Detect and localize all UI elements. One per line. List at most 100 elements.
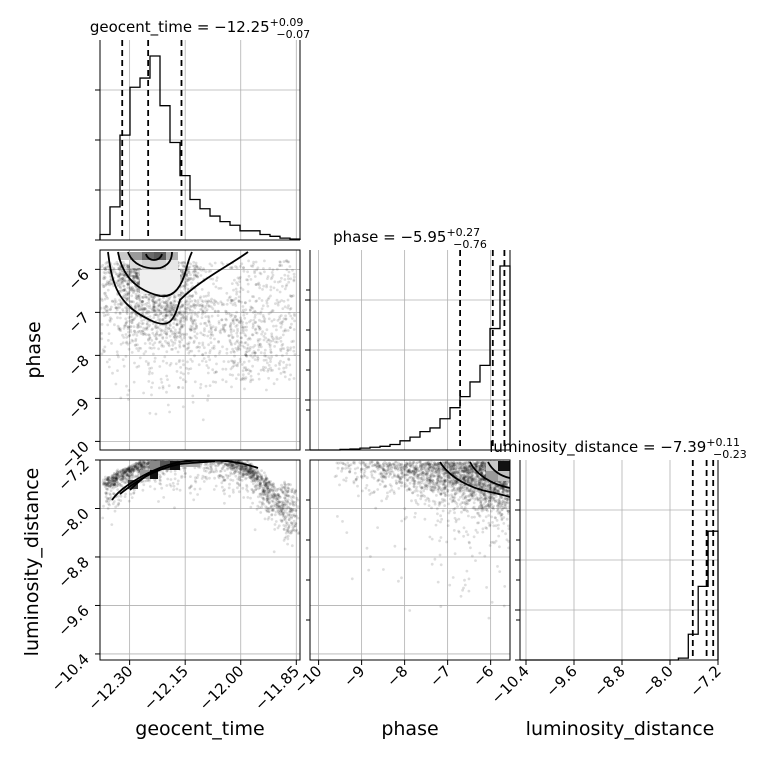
sample-point — [172, 299, 176, 303]
sample-point — [262, 369, 266, 372]
sample-point — [255, 484, 259, 488]
sample-point — [278, 363, 282, 367]
sample-point — [283, 517, 287, 520]
sample-point — [107, 502, 110, 506]
sample-point — [168, 334, 172, 338]
sample-point — [207, 300, 210, 304]
sample-point — [244, 468, 248, 471]
sample-point — [127, 476, 131, 480]
sample-point — [212, 301, 216, 305]
sample-point — [255, 299, 259, 303]
sample-point — [274, 520, 278, 523]
sample-point — [252, 490, 256, 494]
sample-point — [202, 467, 206, 470]
sample-point — [159, 329, 163, 333]
sample-point — [204, 360, 208, 363]
sample-point — [178, 341, 182, 344]
sample-point — [228, 324, 232, 328]
sample-point — [139, 325, 143, 329]
sample-point — [290, 322, 293, 326]
sample-point — [269, 487, 273, 490]
sample-point — [244, 376, 248, 379]
sample-point — [256, 355, 259, 359]
sample-point — [182, 316, 186, 319]
sample-point — [231, 468, 235, 471]
sample-point — [241, 475, 244, 478]
sample-point — [182, 265, 186, 269]
sample-point — [204, 351, 208, 355]
sample-point — [260, 299, 264, 302]
sample-point — [141, 307, 144, 311]
sample-point — [234, 297, 238, 300]
sample-point — [260, 477, 264, 481]
sample-point — [142, 295, 145, 299]
sample-point — [209, 341, 213, 344]
sample-point — [191, 285, 195, 288]
sample-point — [151, 299, 155, 303]
sample-point — [136, 276, 140, 280]
sample-point — [275, 335, 278, 339]
sample-point — [134, 305, 138, 308]
sample-point — [186, 346, 190, 350]
sample-point — [233, 278, 236, 282]
sample-point — [172, 322, 176, 325]
sample-point — [490, 509, 493, 513]
sample-point — [122, 260, 125, 264]
sample-point — [110, 476, 114, 480]
sample-point — [220, 481, 224, 485]
sample-point — [279, 488, 283, 492]
sample-point — [168, 297, 171, 300]
sample-point — [205, 466, 209, 470]
sample-point — [212, 347, 216, 350]
sample-point — [192, 260, 196, 264]
sample-point — [277, 524, 281, 528]
sample-point — [282, 317, 286, 321]
sample-point — [134, 272, 138, 275]
sample-point — [131, 286, 134, 290]
sample-point — [258, 500, 262, 504]
sample-point — [163, 300, 167, 304]
sample-point — [119, 396, 123, 400]
sample-point — [175, 323, 179, 327]
sample-point — [230, 333, 233, 337]
sample-point — [182, 333, 186, 337]
sample-point — [124, 323, 127, 327]
sample-point — [122, 364, 126, 368]
sample-point — [164, 325, 168, 329]
sample-point — [133, 475, 137, 479]
sample-point — [237, 473, 241, 476]
sample-point — [168, 305, 172, 309]
sample-point — [291, 317, 294, 320]
sample-point — [178, 345, 182, 349]
sample-point — [201, 353, 204, 356]
sample-point — [124, 492, 127, 496]
sample-point — [199, 266, 203, 269]
sample-point — [283, 487, 287, 491]
sample-point — [187, 266, 191, 270]
sample-point — [144, 295, 148, 299]
sample-point — [382, 568, 385, 571]
sample-point — [257, 343, 261, 347]
sample-point — [106, 482, 110, 486]
sample-point — [185, 278, 189, 282]
sample-point — [284, 520, 288, 524]
sample-point — [125, 263, 129, 267]
sample-point — [180, 325, 184, 329]
sample-point — [136, 465, 140, 469]
sample-point — [274, 340, 277, 344]
sample-point — [106, 507, 110, 510]
sample-point — [171, 302, 175, 306]
contour — [117, 251, 193, 297]
sample-point — [163, 329, 167, 333]
sample-point — [290, 529, 294, 532]
sample-point — [134, 268, 138, 271]
sample-point — [182, 323, 186, 327]
sample-point — [231, 365, 234, 369]
sample-point — [174, 362, 178, 366]
sample-point — [219, 286, 223, 290]
sample-point — [235, 266, 239, 270]
sample-point — [177, 294, 181, 298]
sample-point — [150, 307, 154, 311]
sample-point — [165, 361, 169, 365]
sample-point — [135, 297, 139, 301]
